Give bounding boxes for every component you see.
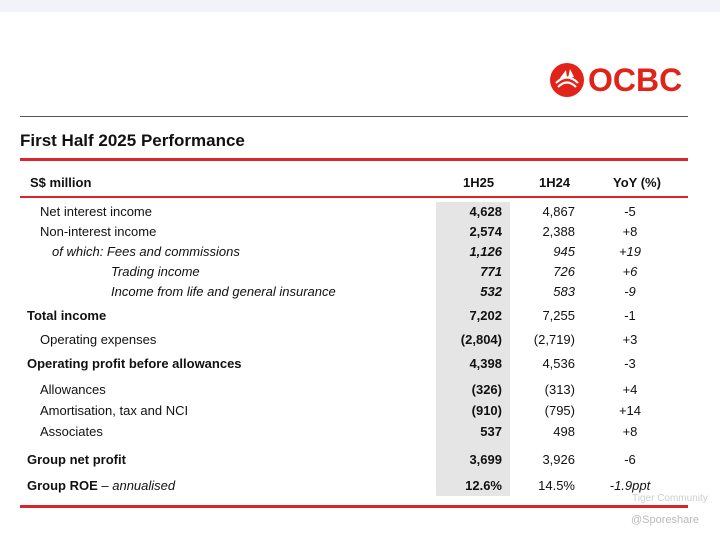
- header-top-rule: [20, 158, 688, 161]
- row-value-yoy: +4: [622, 382, 638, 397]
- ocbc-logo: OCBC: [549, 60, 682, 100]
- row-value-1h24: 4,536: [542, 356, 575, 371]
- header-label: S$ million: [30, 175, 92, 190]
- row-value-yoy: -6: [624, 452, 636, 467]
- top-strip: [0, 0, 720, 12]
- row-label: Group ROE: [27, 478, 98, 493]
- row-label: Trading income: [111, 264, 200, 279]
- row-value-1h25: 771: [480, 264, 502, 279]
- row-value-1h25: 4,628: [469, 204, 502, 219]
- row-value-1h25: 537: [480, 424, 502, 439]
- table-row: of which: Fees and commissions 1,126 945…: [0, 242, 720, 262]
- row-label: Income from life and general insurance: [111, 284, 336, 299]
- watermark-handle: @Sporeshare: [631, 514, 700, 526]
- table-row: Net interest income 4,628 4,867 -5: [0, 202, 720, 222]
- row-label: Operating profit before allowances: [27, 356, 242, 371]
- row-label: Total income: [27, 308, 107, 323]
- header-col-yoy: YoY (%): [613, 175, 661, 190]
- table-row: Non-interest income 2,574 2,388 +8: [0, 222, 720, 242]
- header-col-1h24: 1H24: [539, 175, 571, 190]
- row-value-1h25: 12.6%: [465, 478, 502, 493]
- row-value-1h24: 726: [553, 264, 575, 279]
- row-value-1h24: 2,388: [542, 224, 575, 239]
- row-value-1h25: (326): [471, 382, 502, 397]
- table-row: Trading income 771 726 +6: [0, 262, 720, 282]
- row-label: Allowances: [40, 382, 106, 397]
- row-value-1h25: 3,699: [469, 452, 502, 467]
- table-row: Total income 7,202 7,255 -1: [0, 306, 720, 326]
- row-label: Group net profit: [27, 452, 126, 467]
- row-value-yoy: +3: [622, 332, 638, 347]
- row-label: Operating expenses: [40, 332, 157, 347]
- row-value-1h24: 4,867: [542, 204, 575, 219]
- table-row: Group ROE – annualised 12.6% 14.5% -1.9p…: [0, 476, 720, 496]
- row-value-yoy: -1.9ppt: [609, 478, 651, 493]
- header-bottom-rule: [20, 196, 688, 198]
- header-col-1h25: 1H25: [463, 175, 495, 190]
- title-divider: [20, 116, 688, 117]
- row-value-1h24: 3,926: [542, 452, 575, 467]
- row-value-1h24: (795): [544, 403, 575, 418]
- row-label: Non-interest income: [40, 224, 157, 239]
- row-value-1h24: 583: [553, 284, 575, 299]
- table-row: Associates 537 498 +8: [0, 422, 720, 442]
- row-value-yoy: -1: [624, 308, 636, 323]
- row-label: Amortisation, tax and NCI: [40, 403, 189, 418]
- row-label-suffix: – annualised: [97, 478, 176, 493]
- row-label: of which: Fees and commissions: [52, 244, 240, 259]
- row-label: Associates: [40, 424, 103, 439]
- row-value-1h25: (2,804): [460, 332, 502, 347]
- table-row: Operating expenses (2,804) (2,719) +3: [0, 330, 720, 350]
- row-value-yoy: -9: [624, 284, 636, 299]
- row-value-1h25: 2,574: [469, 224, 502, 239]
- row-value-1h25: (910): [471, 403, 502, 418]
- row-label: Net interest income: [40, 204, 152, 219]
- row-value-yoy: +6: [622, 264, 638, 279]
- row-value-1h24: 498: [553, 424, 575, 439]
- row-value-1h25: 7,202: [469, 308, 502, 323]
- row-value-1h24: 14.5%: [538, 478, 575, 493]
- row-label-group: Group ROE – annualised: [27, 476, 175, 496]
- watermark-community: Tiger Community: [632, 493, 708, 504]
- row-value-1h25: 4,398: [469, 356, 502, 371]
- table-row: Income from life and general insurance 5…: [0, 282, 720, 302]
- table-row: Operating profit before allowances 4,398…: [0, 354, 720, 374]
- table-bottom-rule: [20, 505, 688, 508]
- table-row: Allowances (326) (313) +4: [0, 380, 720, 400]
- row-value-yoy: +19: [618, 244, 642, 259]
- row-value-1h25: 532: [480, 284, 502, 299]
- logo-text: OCBC: [588, 62, 683, 98]
- row-value-yoy: -3: [624, 356, 636, 371]
- table-row: Group net profit 3,699 3,926 -6: [0, 450, 720, 470]
- row-value-yoy: -5: [624, 204, 636, 219]
- ocbc-emblem-icon: [550, 63, 584, 97]
- row-value-1h25: 1,126: [469, 244, 502, 259]
- row-value-1h24: (2,719): [533, 332, 575, 347]
- row-value-1h24: (313): [544, 382, 575, 397]
- row-value-yoy: +8: [622, 424, 638, 439]
- page-title: First Half 2025 Performance: [20, 131, 245, 150]
- row-value-1h24: 7,255: [542, 308, 575, 323]
- row-value-yoy: +8: [622, 224, 638, 239]
- table-row: Amortisation, tax and NCI (910) (795) +1…: [0, 401, 720, 421]
- current-period-highlight: [436, 202, 510, 496]
- row-value-yoy: +14: [618, 403, 642, 418]
- row-value-1h24: 945: [553, 244, 575, 259]
